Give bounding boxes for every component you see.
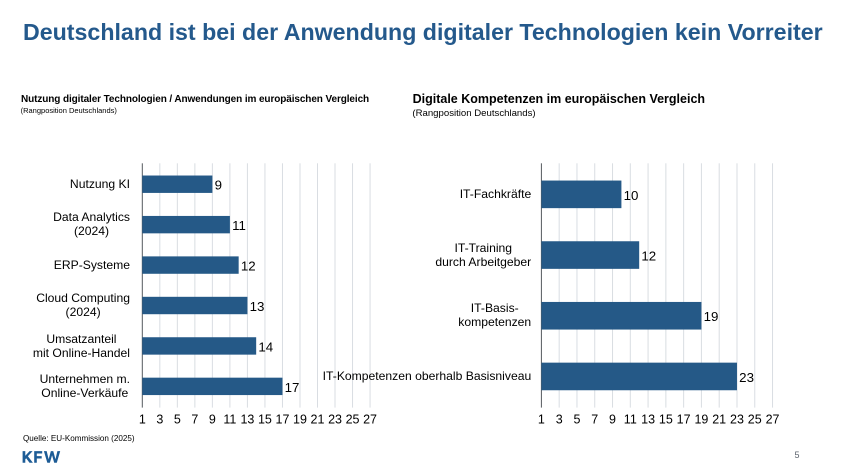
svg-text:17: 17 <box>285 380 300 395</box>
svg-text:23: 23 <box>328 412 342 426</box>
svg-text:9: 9 <box>209 412 216 426</box>
svg-text:10: 10 <box>624 188 639 203</box>
svg-text:7: 7 <box>591 412 598 426</box>
svg-text:19: 19 <box>293 412 307 426</box>
svg-text:1: 1 <box>538 412 545 426</box>
svg-text:13: 13 <box>240 412 254 426</box>
svg-text:21: 21 <box>311 412 325 426</box>
svg-text:25: 25 <box>748 412 762 426</box>
svg-text:21: 21 <box>712 412 726 426</box>
svg-text:15: 15 <box>258 412 272 426</box>
svg-text:11: 11 <box>223 412 236 426</box>
svg-text:14: 14 <box>258 339 273 354</box>
svg-text:17: 17 <box>276 412 290 426</box>
svg-text:13: 13 <box>641 412 655 426</box>
svg-text:27: 27 <box>363 412 377 426</box>
svg-text:13: 13 <box>250 299 265 314</box>
svg-text:9: 9 <box>609 412 616 426</box>
svg-text:1: 1 <box>139 412 146 426</box>
svg-text:11: 11 <box>232 218 246 233</box>
svg-text:15: 15 <box>659 412 673 426</box>
svg-text:17: 17 <box>677 412 691 426</box>
svg-text:25: 25 <box>346 412 360 426</box>
svg-text:19: 19 <box>704 309 719 324</box>
svg-text:23: 23 <box>739 370 754 385</box>
svg-text:12: 12 <box>641 248 656 263</box>
svg-text:7: 7 <box>191 412 198 426</box>
svg-text:5: 5 <box>174 412 181 426</box>
svg-text:12: 12 <box>241 258 256 273</box>
svg-text:5: 5 <box>573 412 580 426</box>
svg-text:27: 27 <box>766 412 780 426</box>
svg-text:23: 23 <box>730 412 744 426</box>
svg-text:9: 9 <box>215 178 222 193</box>
svg-text:11: 11 <box>624 412 637 426</box>
svg-text:3: 3 <box>556 412 563 426</box>
svg-text:19: 19 <box>694 412 708 426</box>
svg-text:3: 3 <box>156 412 163 426</box>
